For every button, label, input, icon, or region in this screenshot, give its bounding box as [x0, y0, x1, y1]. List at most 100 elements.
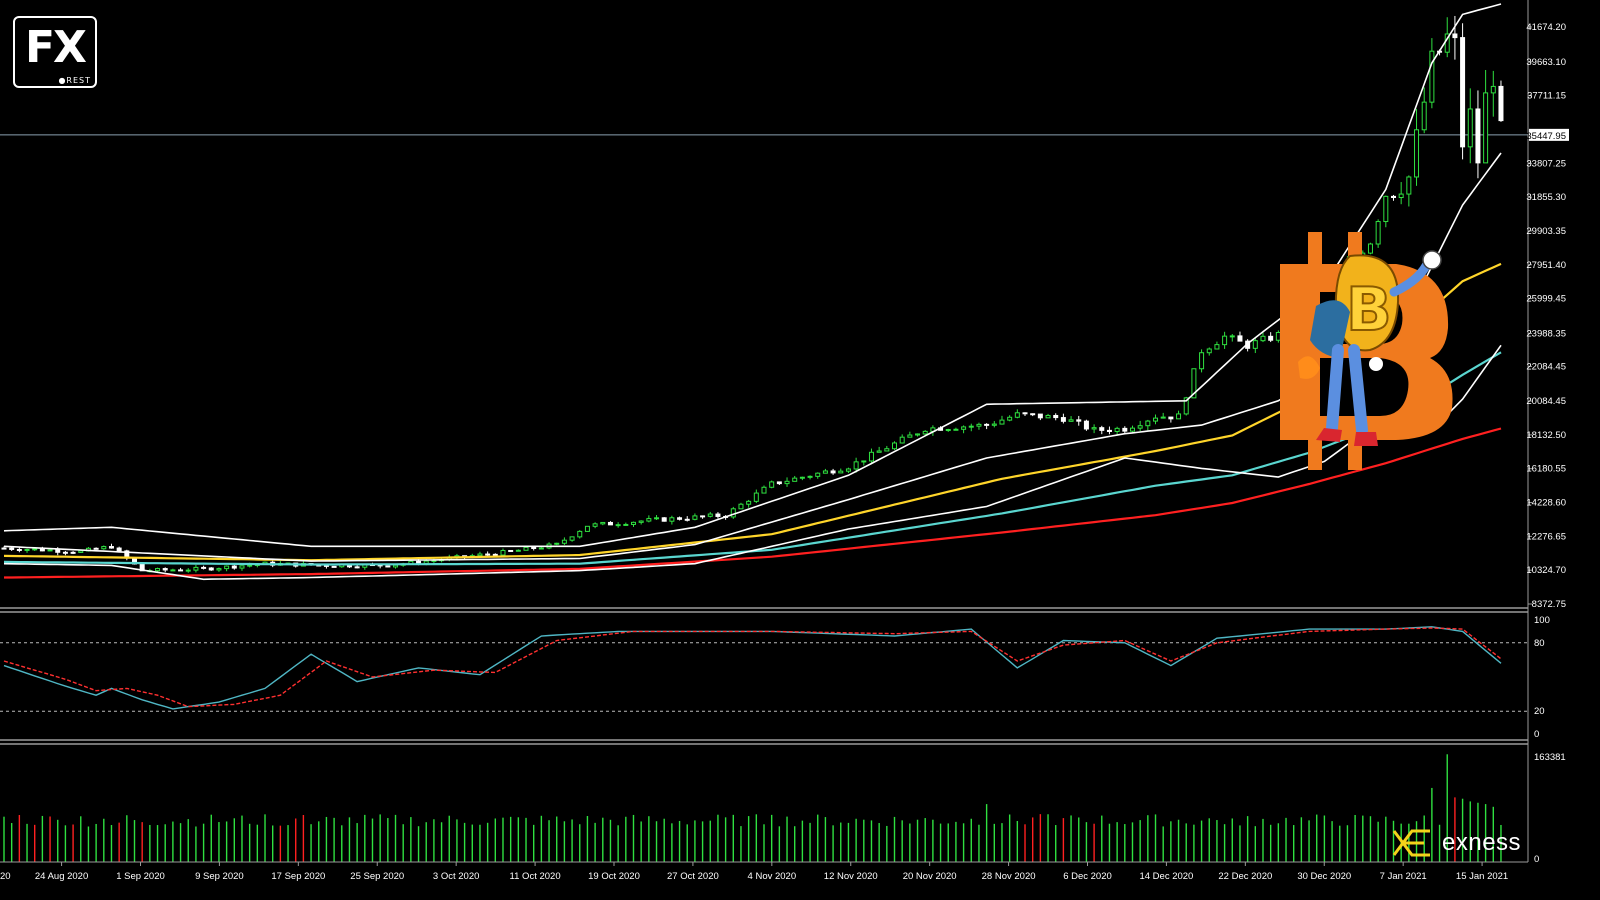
- candle-body: [178, 569, 184, 572]
- candle-body: [247, 564, 253, 567]
- candle-body: [193, 566, 199, 571]
- candle-body: [1252, 340, 1258, 349]
- time-tick-label: 12 Nov 2020: [824, 871, 878, 882]
- candle-body: [1176, 413, 1182, 420]
- candle-body: [1398, 193, 1404, 199]
- overlay-line-3: [3, 3, 1502, 548]
- stoch-line-1: [3, 627, 1502, 708]
- price-tick-label: 27951.40: [1526, 260, 1566, 271]
- candle-body: [1022, 412, 1028, 415]
- price-tick-label: 18132.50: [1526, 430, 1566, 441]
- candle-body: [922, 430, 928, 435]
- candle-body: [1007, 416, 1013, 421]
- candle-body: [9, 547, 15, 550]
- exness-brand: exness: [1390, 828, 1521, 858]
- candle-body: [70, 551, 76, 554]
- candle-body: [492, 553, 498, 556]
- time-tick-label: 24 Aug 2020: [35, 871, 88, 882]
- time-tick-label: 4 Nov 2020: [748, 871, 797, 882]
- candle-body: [16, 548, 22, 551]
- candle-body: [1191, 368, 1197, 399]
- candle-body: [746, 500, 752, 505]
- candle-body: [32, 548, 38, 551]
- candle-body: [385, 565, 391, 568]
- price-tick-label: 31855.30: [1526, 192, 1566, 203]
- fxrest-logo: FX ●REST: [13, 16, 97, 88]
- candle-body: [753, 492, 759, 502]
- candle-body: [1214, 344, 1220, 350]
- candle-body: [93, 547, 99, 550]
- candle-body: [108, 546, 114, 549]
- candle-body: [155, 568, 161, 572]
- candle-body: [868, 451, 874, 462]
- candle-body: [1160, 416, 1166, 419]
- candle-body: [239, 565, 245, 569]
- candle-body: [1122, 427, 1128, 432]
- candle-body: [1383, 195, 1389, 223]
- candle-body: [968, 425, 974, 428]
- candle-body: [62, 551, 68, 554]
- price-tick-label: 10324.70: [1526, 565, 1566, 576]
- price-tick-label: 25999.45: [1526, 294, 1566, 305]
- candle-body: [1129, 427, 1135, 432]
- candle-body: [784, 480, 790, 485]
- stoch-tick-label: 0: [1534, 729, 1539, 740]
- logo-sub-text: ●REST: [58, 76, 91, 85]
- overlay-line-4: [3, 152, 1502, 562]
- time-tick-label: 25 Sep 2020: [350, 871, 404, 882]
- time-tick-label: 1 Sep 2020: [116, 871, 165, 882]
- candle-body: [915, 433, 921, 436]
- time-tick-label: 20: [0, 871, 11, 882]
- candle-body: [707, 513, 713, 517]
- candle-body: [1199, 352, 1205, 370]
- time-tick-label: 28 Nov 2020: [982, 871, 1036, 882]
- candle-body: [554, 542, 560, 545]
- candle-body: [615, 524, 621, 527]
- price-tick-label: 37711.15: [1527, 91, 1566, 102]
- candle-body: [1260, 335, 1266, 342]
- candle-body: [730, 508, 736, 518]
- time-tick-label: 11 Oct 2020: [510, 871, 561, 882]
- candle-body: [1091, 427, 1097, 430]
- candle-body: [55, 549, 61, 553]
- candle-body: [1106, 429, 1112, 432]
- time-tick-label: 22 Dec 2020: [1218, 871, 1272, 882]
- candle-body: [39, 548, 45, 552]
- candle-body: [999, 419, 1005, 425]
- candle-body: [853, 461, 859, 470]
- candle-body: [1, 547, 7, 550]
- candle-body: [531, 546, 537, 550]
- time-tick-label: 17 Sep 2020: [271, 871, 325, 882]
- candle-body: [1206, 348, 1212, 354]
- candle-body: [661, 517, 667, 522]
- candle-body: [577, 530, 583, 538]
- axes: 41674.20 39663.10 37711.15 33807.25 31855.30…: [0, 0, 1569, 882]
- candle-body: [47, 549, 53, 552]
- time-tick-label: 14 Dec 2020: [1139, 871, 1193, 882]
- time-tick-label: 20 Nov 2020: [903, 871, 957, 882]
- candle-body: [638, 520, 644, 523]
- candle-body: [1183, 397, 1189, 415]
- candle-body: [170, 569, 176, 572]
- candle-body: [208, 567, 214, 571]
- candle-body: [538, 547, 544, 550]
- candle-body: [523, 546, 529, 551]
- candle-body: [354, 566, 360, 569]
- candle-body: [623, 523, 629, 526]
- stoch-tick-label: 100: [1534, 615, 1550, 626]
- candle-body: [630, 521, 636, 525]
- candle-body: [738, 503, 744, 510]
- candle-body: [1498, 85, 1504, 122]
- candle-body: [393, 564, 399, 568]
- candle-body: [899, 436, 905, 444]
- candle-body: [961, 426, 967, 430]
- candle-body: [984, 423, 990, 426]
- candle-body: [216, 568, 222, 571]
- price-tick-label: 39663.10: [1526, 57, 1566, 68]
- time-tick-label: 19 Oct 2020: [588, 871, 640, 882]
- candle-body: [78, 550, 84, 553]
- candle-body: [1268, 335, 1274, 341]
- candle-body: [1222, 335, 1228, 346]
- candle-body: [991, 423, 997, 426]
- candle-body: [1367, 243, 1373, 254]
